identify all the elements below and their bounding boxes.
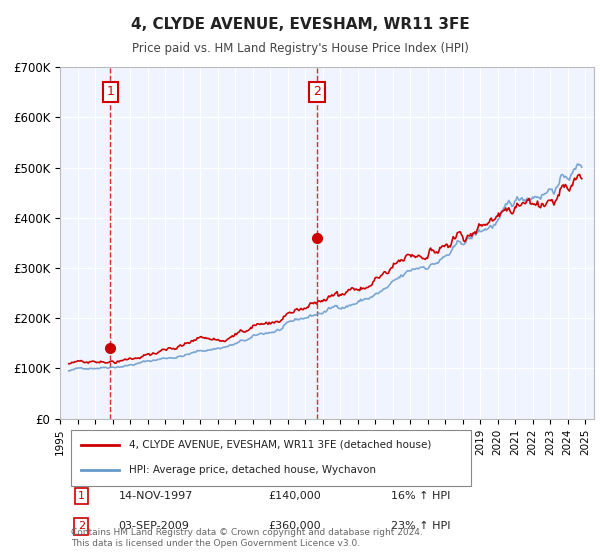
- Text: 23% ↑ HPI: 23% ↑ HPI: [391, 521, 451, 531]
- Text: 4, CLYDE AVENUE, EVESHAM, WR11 3FE: 4, CLYDE AVENUE, EVESHAM, WR11 3FE: [131, 17, 469, 32]
- Text: Price paid vs. HM Land Registry's House Price Index (HPI): Price paid vs. HM Land Registry's House …: [131, 42, 469, 55]
- Text: £360,000: £360,000: [268, 521, 321, 531]
- Text: HPI: Average price, detached house, Wychavon: HPI: Average price, detached house, Wych…: [130, 465, 376, 475]
- Text: 16% ↑ HPI: 16% ↑ HPI: [391, 491, 451, 501]
- Text: £140,000: £140,000: [268, 491, 321, 501]
- Text: 2: 2: [313, 85, 321, 99]
- Text: 2: 2: [78, 521, 85, 531]
- Text: Contains HM Land Registry data © Crown copyright and database right 2024.
This d: Contains HM Land Registry data © Crown c…: [71, 528, 422, 548]
- Text: 14-NOV-1997: 14-NOV-1997: [119, 491, 193, 501]
- Text: 1: 1: [106, 85, 114, 99]
- Text: 4, CLYDE AVENUE, EVESHAM, WR11 3FE (detached house): 4, CLYDE AVENUE, EVESHAM, WR11 3FE (deta…: [130, 440, 432, 450]
- Text: 1: 1: [78, 491, 85, 501]
- Text: 03-SEP-2009: 03-SEP-2009: [119, 521, 190, 531]
